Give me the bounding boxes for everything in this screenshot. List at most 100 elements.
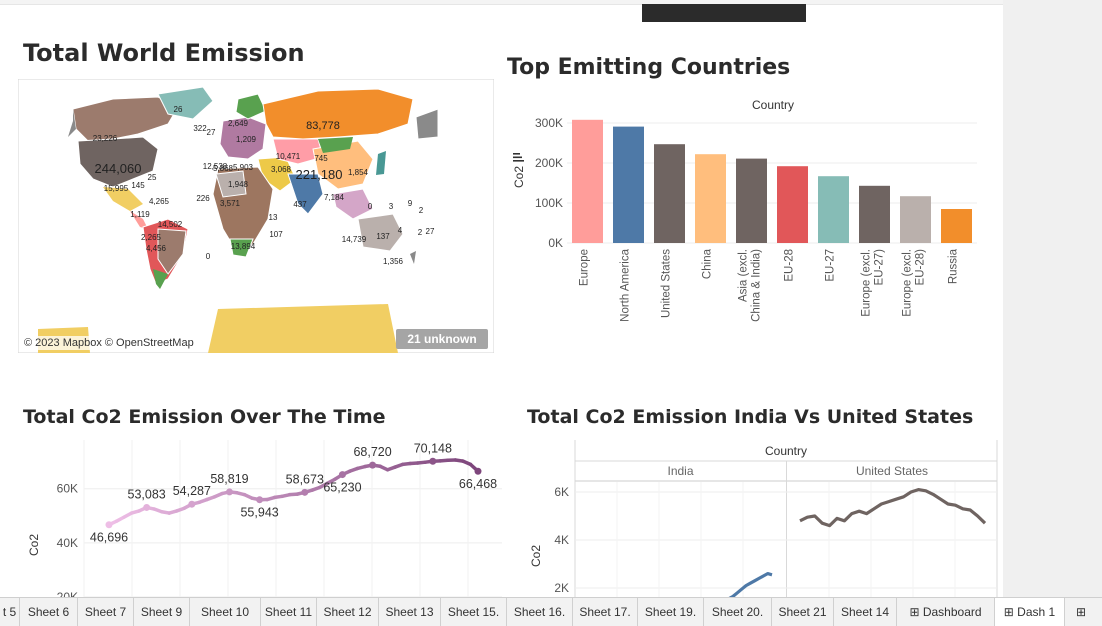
- bar[interactable]: [654, 144, 685, 243]
- bar-category-label: EU-28: [784, 249, 796, 282]
- sheet-tab-label: Sheet 13: [385, 605, 433, 619]
- sheet-tab-label: Sheet 19.: [645, 605, 696, 619]
- sheet-tab[interactable]: ⊞ Dashboard: [897, 598, 995, 626]
- dashboard-tab-icon: ⊞: [909, 605, 922, 619]
- map-label: 1,854: [348, 168, 369, 177]
- bar-category-label: Asia (excl.China & India): [738, 249, 763, 322]
- bar[interactable]: [941, 209, 972, 243]
- sheet-tab-label: Sheet 12: [323, 605, 371, 619]
- line-point-label: 66,468: [459, 477, 497, 491]
- map-label: 4: [398, 226, 403, 235]
- map-label: 14,502: [158, 220, 183, 229]
- line-point[interactable]: [475, 468, 482, 475]
- sheet-tab[interactable]: Sheet 11: [261, 598, 317, 626]
- line-point[interactable]: [339, 471, 346, 478]
- sheet-tab[interactable]: Sheet 19.: [638, 598, 704, 626]
- sheet-tab[interactable]: Sheet 17.: [573, 598, 638, 626]
- sheet-tab[interactable]: Sheet 12: [317, 598, 379, 626]
- bar[interactable]: [613, 127, 644, 243]
- line-point[interactable]: [429, 458, 436, 465]
- dashboard-tab-icon: ⊞: [1004, 605, 1017, 619]
- sheet-tab-label: Sheet 20.: [712, 605, 763, 619]
- line-point[interactable]: [106, 521, 113, 528]
- sheet-tab[interactable]: Sheet 7: [78, 598, 134, 626]
- line-ytick-label: 60K: [57, 482, 78, 496]
- map-label: 25: [148, 173, 157, 182]
- line-point[interactable]: [226, 488, 233, 495]
- sheet-tab[interactable]: Sheet 10: [190, 598, 261, 626]
- sheet-tab-label: Sheet 7: [85, 605, 126, 619]
- map-label: 745: [314, 154, 328, 163]
- line-point-label: 55,943: [240, 506, 278, 520]
- sort-icon[interactable]: [513, 153, 524, 162]
- map-label: 226: [196, 194, 210, 203]
- map-label: 23,226: [93, 134, 118, 143]
- top-toolbar-strip: [0, 0, 1003, 5]
- ius-ytick-label: 4K: [554, 533, 569, 547]
- bar-ytick-label: 200K: [535, 156, 563, 170]
- bar[interactable]: [777, 166, 808, 243]
- line-point-label: 54,287: [173, 484, 211, 498]
- bar[interactable]: [900, 196, 931, 243]
- top-emitting-title: Top Emitting Countries: [507, 55, 790, 80]
- map-label: 13: [269, 213, 278, 222]
- sheet-tab[interactable]: t 5: [0, 598, 20, 626]
- bar-category-label: China: [702, 248, 714, 279]
- map-label: 221,180: [296, 167, 343, 182]
- sheet-tab[interactable]: ⊞ Dash 1: [995, 598, 1065, 626]
- line-point-label: 70,148: [414, 441, 452, 455]
- line-point[interactable]: [301, 489, 308, 496]
- bar[interactable]: [572, 120, 603, 243]
- line-point[interactable]: [369, 462, 376, 469]
- sheet-tab-label: Dash 1: [1017, 605, 1055, 619]
- ius-panel-us: United States: [856, 464, 928, 478]
- bar[interactable]: [859, 186, 890, 243]
- bar[interactable]: [736, 159, 767, 243]
- map-copyright[interactable]: © 2023 Mapbox © OpenStreetMap: [21, 336, 197, 350]
- map-label: 5,903: [233, 163, 254, 172]
- bar-country-header: Country: [752, 98, 794, 112]
- us-line[interactable]: [800, 490, 985, 526]
- ius-panel-india: India: [667, 464, 693, 478]
- map-label: 322: [193, 124, 207, 133]
- bar-category-label: North America: [620, 248, 632, 321]
- new-dashboard-icon[interactable]: ⊞: [1066, 598, 1096, 626]
- map-label: 10,471: [276, 152, 301, 161]
- sheet-tab[interactable]: Sheet 13: [379, 598, 441, 626]
- map-label: 27: [207, 128, 216, 137]
- unknown-badge[interactable]: 21 unknown: [396, 329, 488, 349]
- dark-header-bar: [642, 4, 806, 22]
- map-label: 27: [426, 227, 435, 236]
- map-label: 2,649: [228, 119, 249, 128]
- bar-category-label: Europe (excl.EU-27): [861, 249, 886, 317]
- india-us-title: Total Co2 Emission India Vs United State…: [527, 406, 973, 428]
- sheet-tab[interactable]: Sheet 15.: [441, 598, 507, 626]
- line-point[interactable]: [256, 496, 263, 503]
- sheet-tab[interactable]: Sheet 14: [834, 598, 897, 626]
- sheet-tab[interactable]: Sheet 9: [134, 598, 190, 626]
- sheet-tab[interactable]: Sheet 20.: [704, 598, 772, 626]
- india-line[interactable]: [720, 574, 772, 597]
- sheet-tab[interactable]: Sheet 6: [20, 598, 78, 626]
- sheet-tab[interactable]: Sheet 21: [772, 598, 834, 626]
- bar[interactable]: [818, 176, 849, 243]
- bar[interactable]: [695, 154, 726, 243]
- map-label: 2: [418, 228, 423, 237]
- line-ytick-label: 40K: [57, 536, 78, 550]
- line-point[interactable]: [188, 501, 195, 508]
- map-label: 244,060: [95, 161, 142, 176]
- sheet-tab-label: Sheet 16.: [514, 605, 565, 619]
- sheet-tab-label: Sheet 11: [265, 605, 312, 619]
- line-ylabel: Co2: [27, 534, 41, 556]
- line-point[interactable]: [143, 504, 150, 511]
- sheet-tab-label: Sheet 21: [778, 605, 826, 619]
- ius-country-header: Country: [765, 444, 807, 458]
- map-label: 0: [368, 202, 373, 211]
- sheet-tab[interactable]: Sheet 16.: [507, 598, 573, 626]
- bar-ytick-label: 0K: [548, 236, 563, 250]
- map-label: 0: [206, 252, 211, 261]
